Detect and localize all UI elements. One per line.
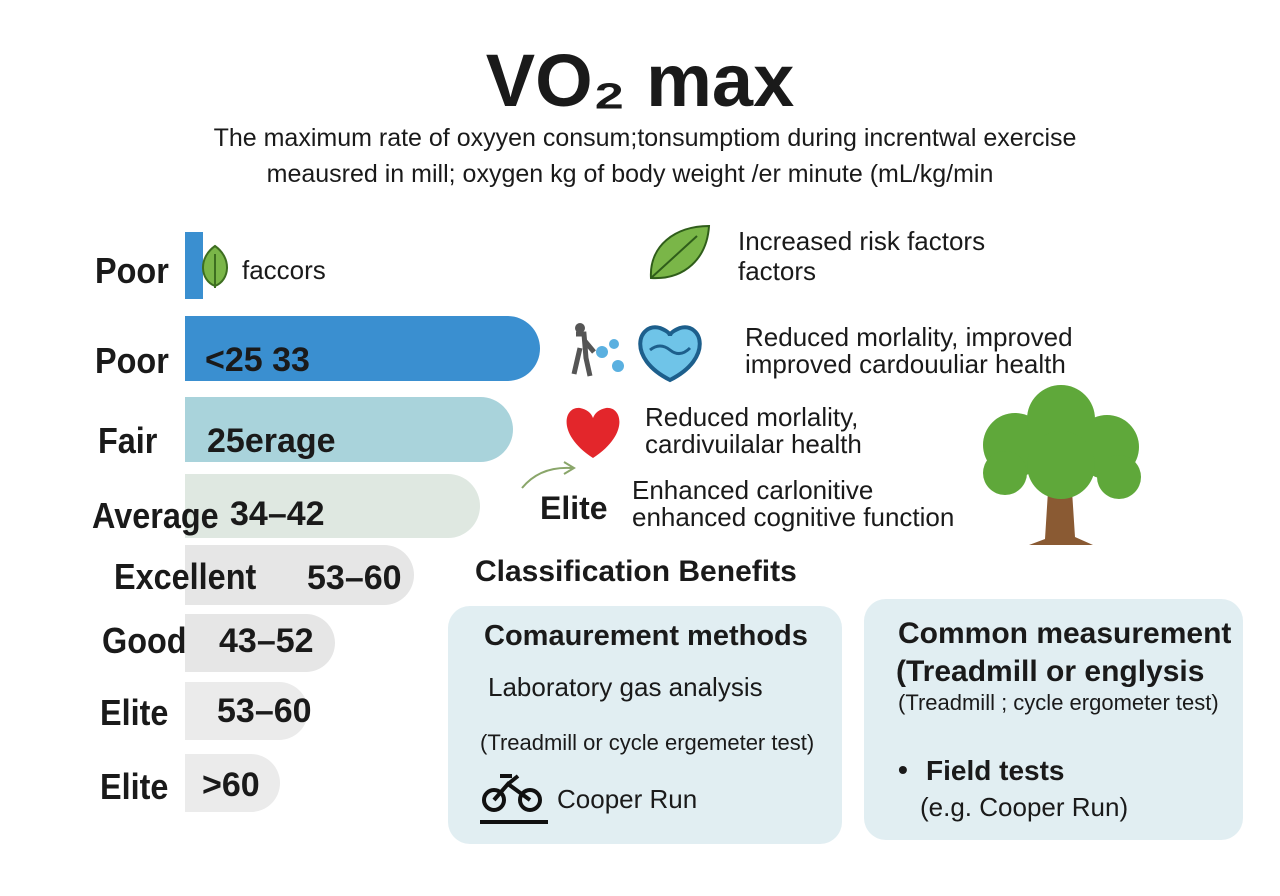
bar [185,397,513,462]
leaf-icon [202,244,228,288]
card-item: Cooper Run [557,784,698,814]
bullet: • [898,754,908,785]
benefit: Increased risk factors [738,226,986,256]
level-value: 53–60 [307,559,402,597]
card-item: Field tests [926,755,1065,786]
level-value: 53–60 [217,692,312,730]
card-title: Comaurement methods [484,620,808,652]
arrow-icon [521,461,576,489]
bar [185,316,540,381]
card-item: Laboratory gas analysis [488,672,763,702]
bar [185,474,480,538]
level-label: Fair [98,420,158,461]
subtitle: meausred in mill; oxygen kg of body weig… [266,160,994,188]
card-item: (e.g. Cooper Run) [920,792,1129,822]
level-label: Average [92,495,219,536]
level-value: >60 [202,766,260,804]
benefit: Enhanced carlonitive [632,475,874,505]
bar [185,232,203,299]
card-item: (Treadmill or cycle ergemeter test) [480,730,815,755]
level-value: 43–52 [219,622,314,660]
benefit: improved cardouuliar health [745,349,1066,379]
tree-icon [983,385,1141,545]
bar [185,682,308,740]
benefit: Reduced morlality, [645,402,859,432]
level-label: Good [102,620,187,661]
benefit: Reduced morlality, improved [745,322,1073,352]
card-item: (Treadmill or englysis [896,655,1205,688]
leaf-icon [649,224,711,280]
level-value: 25erage [207,422,336,460]
level-label: Poor [95,250,169,291]
title: VO₂ max [485,39,795,122]
card [448,606,842,844]
level-label: Elite [100,766,169,807]
benefit: enhanced cognitive function [632,502,955,532]
section-title: Classification Benefits [475,555,797,588]
subtitle: The maximum rate of oxyyen consum;tonsum… [213,124,1077,152]
card-title: Common measurement [898,617,1232,650]
level-label: Excellent [114,556,257,597]
bar [185,614,335,672]
card [864,599,1243,840]
level-value: 34–42 [230,495,325,533]
level-label: Elite [100,692,169,733]
bar [185,545,414,605]
card-item: (Treadmill ; cycle ergometer test) [898,690,1219,715]
level-value: <25 33 [205,341,310,379]
benefit: factors [738,256,817,286]
heart-icon [566,407,620,458]
benefit: cardivuilalar health [645,429,862,459]
bike-icon [480,774,548,824]
level-label: Poor [95,340,169,381]
level-value: faccors [242,255,326,285]
benefit-tag: Elite [540,490,608,526]
runner-heart-icon [571,323,702,383]
bar [185,754,280,812]
